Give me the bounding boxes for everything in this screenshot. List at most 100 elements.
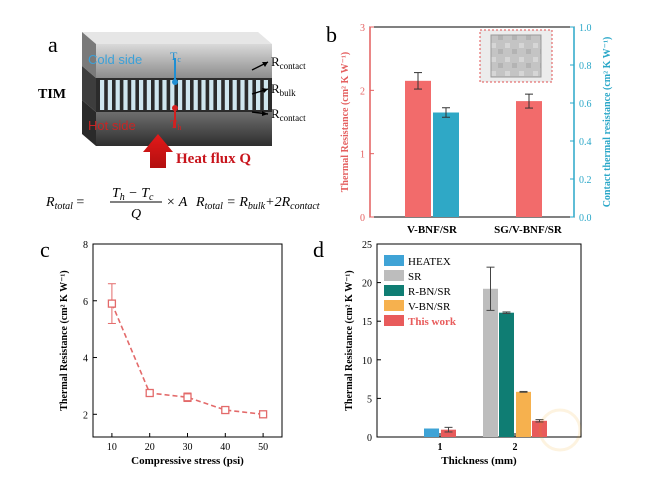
tim-layer xyxy=(96,78,272,112)
tc-label: Tc xyxy=(170,49,181,64)
panel-label-d: d xyxy=(313,237,324,262)
plot-frame-d xyxy=(376,243,582,438)
y-tick-label-left: 0 xyxy=(360,213,365,224)
tim-stripe xyxy=(115,80,120,110)
panel-c: c 10 20 30 40 50 2 4 6 8 Compressive stress (psi)… xyxy=(40,237,283,467)
data-point-c xyxy=(183,393,192,402)
y-axis-label-right: Contact thermal resistance (cm² K W⁻¹) xyxy=(602,37,613,208)
tim-stripe xyxy=(100,80,105,110)
y-tick-label-c: 6 xyxy=(83,297,88,308)
x-tick-label-c: 30 xyxy=(183,442,193,453)
legend-swatch-heatex xyxy=(384,255,404,266)
legend-label-this-work: This work xyxy=(408,316,457,328)
tim-label: TIM xyxy=(38,87,66,102)
th-label: Th xyxy=(170,117,181,132)
data-point-c xyxy=(258,410,268,419)
svg-text:Rtotal =: Rtotal = xyxy=(45,195,84,212)
heat-flux-label: Heat flux Q xyxy=(176,151,251,167)
tim-stripe xyxy=(178,80,183,110)
x-axis-label-c: Compressive stress (psi) xyxy=(131,455,244,467)
x-tick-label-c: 10 xyxy=(107,442,117,453)
tim-stripes xyxy=(100,80,268,110)
data-point-c xyxy=(107,299,117,308)
panel-label-b: b xyxy=(326,22,337,47)
y-tick-label-d: 10 xyxy=(362,356,372,367)
bar-rbn-sr xyxy=(499,312,514,437)
legend-swatch-sr xyxy=(384,270,404,281)
bar-heatex xyxy=(424,428,439,437)
tim-stripe xyxy=(131,80,136,110)
legend-swatch-this-work xyxy=(384,315,404,326)
svg-text:× A: × A xyxy=(166,195,188,210)
tim-stripe xyxy=(201,80,206,110)
tim-side-face xyxy=(82,66,96,112)
tim-stripe xyxy=(209,80,214,110)
tim-stripe xyxy=(185,80,190,110)
heat-flux-arrow xyxy=(143,134,173,168)
legend-swatch-vbn-sr xyxy=(384,300,404,311)
x-tick-label-d: 2 xyxy=(513,442,518,453)
tim-stripe xyxy=(232,80,237,110)
cold-side-label: Cold side xyxy=(88,52,142,67)
panel-label-c: c xyxy=(40,237,50,262)
y-tick-label-d: 5 xyxy=(367,394,372,405)
top-slab-top-face xyxy=(82,32,272,44)
top-slab-front xyxy=(96,44,272,78)
x-tick-label-c: 20 xyxy=(145,442,155,453)
y-tick-label-d: 25 xyxy=(362,240,372,251)
r-contact-bottom-label: Rcontact xyxy=(271,106,306,123)
y-tick-label-left: 1 xyxy=(360,150,365,161)
bar-this-work xyxy=(441,429,456,437)
tim-stripe xyxy=(170,80,175,110)
r-contact-top-arrowhead xyxy=(262,62,268,67)
legend-label-sr: SR xyxy=(408,271,422,283)
bar-thermal-resistance xyxy=(405,80,431,217)
bottom-slab-front xyxy=(96,112,272,146)
equation-1: Rtotal = Th − Tc Q × A xyxy=(45,186,188,222)
r-bulk-arrowhead xyxy=(262,88,268,93)
tim-stripe xyxy=(146,80,151,110)
tim-stripe xyxy=(240,80,245,110)
data-point-c xyxy=(145,388,154,398)
y-tick-label-right: 0.2 xyxy=(579,175,592,186)
y-tick-label-d: 20 xyxy=(362,279,372,290)
y-tick-label-right: 0.6 xyxy=(579,99,592,110)
y-tick-label-right: 0.0 xyxy=(579,213,592,224)
y-tick-label-right: 0.8 xyxy=(579,61,592,72)
r-contact-bottom-arrowhead xyxy=(262,111,268,116)
tc-marker-dot xyxy=(172,79,178,85)
plot-frame-c xyxy=(92,243,283,438)
x-tick-label-c: 40 xyxy=(220,442,230,453)
x-tick-label-b: V-BNF/SR xyxy=(407,224,458,236)
watermark xyxy=(538,408,582,452)
panel-a: a Tc Th Cold side Hot side TIM Rcontact … xyxy=(38,32,320,222)
y-tick-label-left: 3 xyxy=(360,23,365,34)
panel-d: d 0 5 10 15 20 25 1 2 HEATEX SR R-BN/SR V-BN/SR This… xyxy=(313,237,582,467)
bar-this-work xyxy=(532,420,547,437)
y-axis-label-d: Thermal Resistance (cm² K W⁻¹) xyxy=(344,270,355,411)
tim-stripe xyxy=(123,80,128,110)
y-tick-label-c: 8 xyxy=(83,240,88,251)
series-line-c xyxy=(111,303,264,416)
tim-stripe xyxy=(107,80,112,110)
bar-vbn-sr xyxy=(516,391,531,437)
r-bulk-label: Rbulk xyxy=(271,81,296,98)
tim-stripe xyxy=(263,80,268,110)
legend-label-rbn-sr: R-BN/SR xyxy=(408,286,451,298)
y-tick-label-c: 2 xyxy=(83,410,88,421)
y-axis-label-c: Thermal Resistance (cm² K W⁻¹) xyxy=(59,270,70,411)
r-contact-top-label: Rcontact xyxy=(271,54,306,71)
hot-side-label: Hot side xyxy=(88,118,136,133)
y-tick-label-d: 0 xyxy=(367,433,372,444)
legend-label-heatex: HEATEX xyxy=(408,256,451,268)
x-tick-label-d: 1 xyxy=(438,442,443,453)
inset-photo-sample xyxy=(490,34,542,78)
panel-b: b 0 1 2 3 0.0 0.2 0.4 0.6 0.8 1.0 V-BNF/SR SG/V-BNF… xyxy=(326,22,613,236)
legend-swatch-rbn-sr xyxy=(384,285,404,296)
tim-stripe xyxy=(217,80,222,110)
data-point-c xyxy=(221,405,230,415)
y-tick-label-left: 2 xyxy=(360,86,365,97)
y-tick-label-right: 1.0 xyxy=(579,23,592,34)
top-slab-side-face xyxy=(82,32,96,78)
